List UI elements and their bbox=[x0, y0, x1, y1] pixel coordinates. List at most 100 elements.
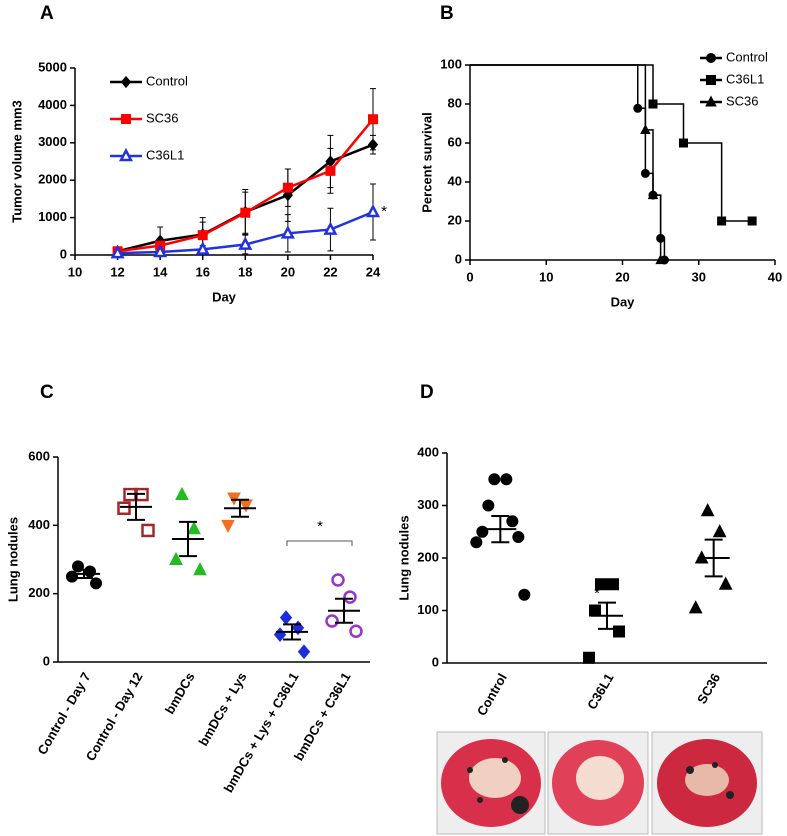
point bbox=[640, 124, 651, 135]
point bbox=[153, 243, 168, 258]
point bbox=[476, 525, 489, 538]
point bbox=[239, 499, 253, 513]
point bbox=[325, 165, 336, 176]
y-tick-label: 0 bbox=[60, 246, 67, 261]
point bbox=[640, 168, 650, 178]
x-tick-label: 20 bbox=[281, 264, 295, 279]
point bbox=[470, 536, 483, 549]
x-tick-label: 12 bbox=[110, 264, 124, 279]
point bbox=[279, 610, 293, 625]
point bbox=[90, 577, 102, 590]
point bbox=[706, 53, 716, 63]
y-tick-label: 40 bbox=[448, 173, 462, 188]
point bbox=[679, 138, 688, 148]
point bbox=[121, 114, 131, 124]
point bbox=[120, 75, 132, 89]
category-label: bmDCs + C36L1 bbox=[291, 670, 354, 764]
y-tick-label: 200 bbox=[417, 549, 439, 564]
x-tick-label: 10 bbox=[539, 269, 553, 284]
point bbox=[365, 203, 381, 218]
y-tick-label: 400 bbox=[28, 517, 50, 532]
y-tick-label: 0 bbox=[43, 653, 50, 668]
point bbox=[280, 225, 295, 239]
sem-bar bbox=[127, 492, 145, 521]
y-tick-label: 2000 bbox=[38, 172, 67, 187]
x-axis-label: Day bbox=[212, 289, 237, 304]
point bbox=[488, 473, 501, 486]
point bbox=[66, 570, 78, 583]
point bbox=[197, 230, 208, 241]
point bbox=[297, 644, 311, 660]
point bbox=[221, 519, 235, 534]
significance-bracket bbox=[286, 540, 353, 546]
x-tick-label: 22 bbox=[323, 264, 337, 279]
point bbox=[169, 551, 183, 565]
y-tick-label: 0 bbox=[455, 251, 462, 266]
y-tick-label: 100 bbox=[417, 602, 439, 617]
point bbox=[500, 473, 513, 486]
sem-bar bbox=[704, 538, 723, 578]
y-tick-label: 400 bbox=[417, 444, 439, 459]
x-tick-label: 30 bbox=[692, 269, 706, 284]
point bbox=[633, 103, 643, 113]
y-tick-label: 60 bbox=[448, 134, 462, 149]
annotation: * bbox=[381, 203, 387, 220]
legend-label: C36L1 bbox=[726, 71, 764, 86]
sem-bar bbox=[75, 568, 93, 579]
x-tick-label: 0 bbox=[466, 269, 473, 284]
x-tick-label: 10 bbox=[68, 264, 82, 279]
x-tick-label: 20 bbox=[615, 269, 629, 284]
y-tick-label: 600 bbox=[28, 448, 50, 463]
point bbox=[331, 573, 345, 587]
survival-curve bbox=[470, 64, 753, 222]
point bbox=[368, 114, 378, 125]
annotation: * bbox=[594, 585, 600, 602]
legend-label: Control bbox=[146, 73, 188, 88]
point bbox=[688, 600, 703, 614]
point bbox=[705, 95, 717, 107]
point bbox=[195, 241, 210, 255]
point bbox=[506, 515, 519, 528]
point bbox=[712, 524, 727, 538]
y-axis-label: Percent survival bbox=[419, 112, 434, 212]
point bbox=[349, 624, 363, 638]
category-label: bmDCs bbox=[162, 670, 198, 717]
point bbox=[187, 521, 201, 535]
point bbox=[141, 523, 155, 538]
point bbox=[647, 189, 659, 200]
point bbox=[595, 578, 607, 591]
point bbox=[193, 562, 207, 576]
survival-curve bbox=[470, 64, 662, 260]
legend-label: SC36 bbox=[146, 110, 179, 125]
y-tick-label: 200 bbox=[28, 585, 50, 600]
category-label: bmDCs + Lys bbox=[195, 670, 249, 749]
category-label: Control bbox=[474, 671, 510, 719]
category-label: C36L1 bbox=[584, 671, 617, 712]
point bbox=[512, 531, 525, 543]
point bbox=[323, 221, 338, 235]
y-axis-label: Tumor volume mm3 bbox=[9, 100, 24, 223]
point bbox=[84, 565, 96, 578]
point bbox=[655, 254, 666, 265]
annotation: * bbox=[317, 518, 323, 535]
y-axis-label: Lung nodules bbox=[5, 517, 20, 602]
point bbox=[648, 99, 658, 109]
y-tick-label: 3000 bbox=[38, 134, 67, 149]
category-label: Control - Day 7 bbox=[34, 670, 93, 758]
point bbox=[118, 147, 134, 162]
point bbox=[282, 182, 293, 193]
point bbox=[718, 576, 733, 590]
point bbox=[325, 614, 339, 628]
sem-bar bbox=[598, 601, 616, 630]
category-label: Control - Day 12 bbox=[83, 670, 146, 764]
point bbox=[117, 501, 131, 515]
x-axis-label: Day bbox=[611, 294, 636, 309]
point bbox=[706, 75, 716, 85]
legend-label: C36L1 bbox=[146, 147, 184, 162]
point bbox=[717, 216, 727, 226]
y-axis-label: Lung nodules bbox=[396, 515, 411, 600]
x-tick-label: 16 bbox=[195, 264, 209, 279]
legend-label: Control bbox=[726, 49, 768, 64]
sem-bar bbox=[283, 623, 301, 641]
